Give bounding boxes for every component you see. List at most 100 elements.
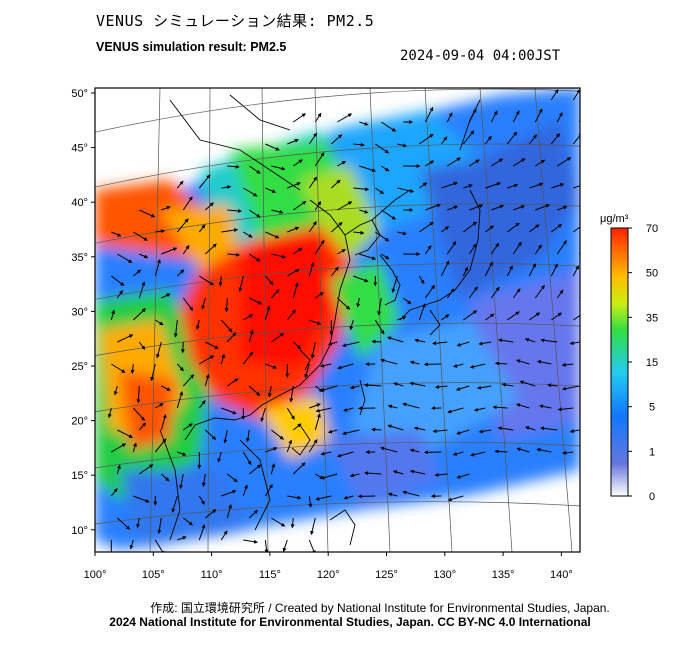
wind-arrow xyxy=(136,385,141,404)
wind-arrow xyxy=(359,165,377,173)
wind-arrow xyxy=(363,383,382,388)
wind-arrow xyxy=(540,338,558,343)
wind-arrow xyxy=(117,334,134,343)
wind-arrow xyxy=(512,110,520,123)
colorbar xyxy=(610,227,629,497)
wind-arrow xyxy=(485,313,495,321)
wind-arrow xyxy=(330,179,341,189)
wind-arrow xyxy=(336,297,351,310)
colorbar-label: 5 xyxy=(649,402,655,414)
wind-arrow xyxy=(507,183,519,189)
wind-arrow xyxy=(491,204,505,211)
wind-arrow xyxy=(111,363,126,373)
wind-arrow xyxy=(528,263,536,277)
wind-arrow xyxy=(397,143,408,148)
wind-arrow xyxy=(176,218,189,233)
wind-arrow xyxy=(199,275,215,286)
wind-arrow xyxy=(440,136,448,145)
lon-tick-label: 130° xyxy=(433,569,456,581)
lat-tick-label: 30° xyxy=(71,306,88,318)
wind-arrow xyxy=(150,363,156,382)
wind-arrow xyxy=(569,429,580,434)
wind-arrow xyxy=(562,385,580,391)
wind-arrow xyxy=(470,451,486,457)
wind-arrow xyxy=(468,286,478,299)
wind-arrow xyxy=(447,407,464,414)
wind-arrow xyxy=(111,443,127,453)
wind-arrow xyxy=(353,187,370,192)
colorbar-label: 50 xyxy=(646,268,658,280)
wind-arrow xyxy=(204,373,210,387)
wind-arrow xyxy=(176,363,184,372)
wind-arrow xyxy=(455,385,470,391)
wind-arrow xyxy=(160,473,170,482)
wind-arrow xyxy=(402,402,420,409)
wind-arrow xyxy=(116,517,131,530)
wind-arrow xyxy=(199,355,215,365)
wind-arrow xyxy=(572,265,579,277)
wind-arrow xyxy=(242,351,254,365)
wind-arrow xyxy=(107,407,112,419)
lat-tick-label: 40° xyxy=(71,197,88,209)
wind-arrow xyxy=(173,319,178,338)
wind-arrow xyxy=(182,196,193,211)
wind-arrow xyxy=(221,407,237,415)
wind-arrow xyxy=(198,400,206,409)
wind-arrow xyxy=(356,297,361,308)
wind-arrow xyxy=(528,224,540,233)
wind-arrow xyxy=(572,89,580,101)
wind-arrow xyxy=(286,309,296,321)
wind-arrow xyxy=(130,363,135,374)
wind-arrow xyxy=(293,113,306,123)
wind-arrow xyxy=(138,281,146,299)
wind-arrow xyxy=(264,305,271,321)
wind-arrow xyxy=(556,240,567,255)
wind-arrow xyxy=(248,509,258,519)
wind-arrow xyxy=(353,142,365,147)
wind-arrow xyxy=(327,341,338,346)
wind-arrow xyxy=(320,363,332,368)
wind-arrow xyxy=(226,473,238,483)
wind-arrow xyxy=(490,286,500,299)
wind-arrow xyxy=(195,319,200,330)
wind-arrow xyxy=(243,231,253,238)
wind-arrow xyxy=(226,504,232,519)
wind-arrow xyxy=(171,495,178,513)
wind-arrow xyxy=(371,339,382,344)
wind-arrow xyxy=(473,407,486,412)
wind-arrow xyxy=(198,524,206,541)
wind-arrow xyxy=(154,438,167,453)
wind-arrow xyxy=(397,231,407,236)
wind-arrow xyxy=(337,160,347,167)
wind-arrow xyxy=(463,310,478,321)
wind-arrow xyxy=(353,275,369,283)
wind-arrow xyxy=(556,112,563,123)
wind-arrow xyxy=(349,473,360,478)
wind-arrow xyxy=(242,451,252,466)
wind-arrow xyxy=(289,385,294,403)
wind-arrow xyxy=(320,473,338,480)
lat-tick-label: 25° xyxy=(71,361,88,373)
wind-arrow xyxy=(205,341,219,349)
wind-arrow xyxy=(320,451,332,456)
wind-arrow xyxy=(132,269,142,277)
colorbar-label: 1 xyxy=(649,446,655,458)
wind-arrow xyxy=(557,157,572,167)
wind-arrow xyxy=(201,297,206,310)
wind-arrow xyxy=(270,429,284,440)
lon-tick-label: 135° xyxy=(492,569,515,581)
wind-arrow xyxy=(110,275,125,286)
wind-arrow xyxy=(204,202,214,211)
colorbar-label: 35 xyxy=(646,312,658,324)
wind-arrow xyxy=(359,253,377,261)
colorbar-label: 70 xyxy=(646,223,658,235)
wind-arrow xyxy=(308,176,318,189)
wind-arrow xyxy=(177,536,187,541)
wind-arrow xyxy=(217,451,222,463)
wind-arrow xyxy=(446,288,455,299)
wind-arrow xyxy=(157,517,162,534)
wind-arrow xyxy=(418,275,425,285)
wind-arrow xyxy=(221,228,239,233)
wind-vectors xyxy=(107,88,580,552)
wind-arrow xyxy=(516,359,530,365)
